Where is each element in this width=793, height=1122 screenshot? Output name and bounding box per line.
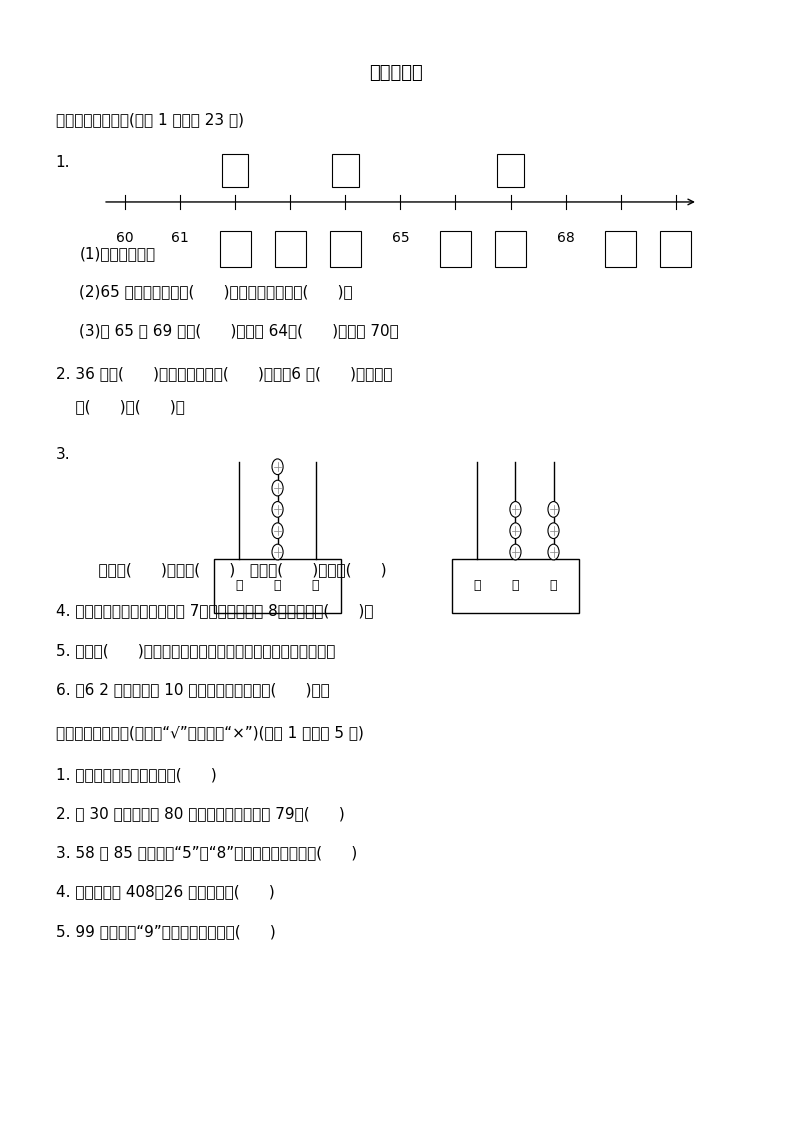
Text: (3)在 65 和 69 中，(      )更接近 64，(      )更接近 70。: (3)在 65 和 69 中，( )更接近 64，( )更接近 70。 (79, 323, 399, 339)
Bar (274, 231, 306, 267)
Circle shape (548, 544, 559, 560)
Text: (1)按顺序填数。: (1)按顺序填数。 (79, 246, 155, 261)
Circle shape (272, 480, 283, 496)
Text: 68: 68 (557, 231, 574, 245)
Bar (439, 231, 471, 267)
Text: 一、认真填一填。(每空 1 分，共 23 分): 一、认真填一填。(每空 1 分，共 23 分) (56, 112, 243, 128)
Circle shape (272, 502, 283, 517)
Circle shape (272, 459, 283, 475)
Circle shape (272, 544, 283, 560)
Text: 示(      )个(      )。: 示( )个( )。 (56, 398, 185, 414)
Text: 2. 36 中的(      )在十位上，表示(      )个十，6 在(      )位上，表: 2. 36 中的( )在十位上，表示( )个十，6 在( )位上，表 (56, 366, 392, 381)
Text: 3. 58 和 85 都有数字“5”和“8”，所以它们一样大。(      ): 3. 58 和 85 都有数字“5”和“8”，所以它们一样大。( ) (56, 845, 357, 861)
Text: 个: 个 (312, 579, 320, 592)
Text: 1. 读数和写数都从高位起。(      ): 1. 读数和写数都从高位起。( ) (56, 766, 216, 782)
Circle shape (510, 523, 521, 539)
Text: (2)65 前面的一个数是(      )，后面的一个数是(      )。: (2)65 前面的一个数是( )，后面的一个数是( )。 (79, 284, 353, 300)
Text: 3.: 3. (56, 447, 70, 462)
Text: 61: 61 (171, 231, 190, 245)
Text: 65: 65 (392, 231, 409, 245)
Circle shape (510, 502, 521, 517)
Text: 60: 60 (117, 231, 134, 245)
Circle shape (510, 544, 521, 560)
Text: 5. 至少用(      )个完全相同的小正方形可以拼成一个大正方形。: 5. 至少用( )个完全相同的小正方形可以拼成一个大正方形。 (56, 643, 335, 659)
Circle shape (548, 502, 559, 517)
Text: 5. 99 中的两个“9”表示的意义一样。(      ): 5. 99 中的两个“9”表示的意义一样。( ) (56, 923, 275, 939)
Text: 4. 四十八写作 408，26 读作二六。(      ): 4. 四十八写作 408，26 读作二六。( ) (56, 884, 274, 900)
Bar (660, 231, 691, 267)
Text: 写作：(      )读作：(      )   写作：(      )读作：(      ): 写作：( )读作：( ) 写作：( )读作：( ) (79, 562, 387, 578)
Text: 二、智慧辨一辨。(对的画“√”，错的画“×”)(每题 1 分，共 5 分): 二、智慧辨一辨。(对的画“√”，错的画“×”)(每题 1 分，共 5 分) (56, 725, 363, 741)
Bar (222, 154, 248, 187)
Bar (332, 154, 358, 187)
Text: 百: 百 (473, 579, 481, 592)
Circle shape (548, 523, 559, 539)
Text: 4. 一个两位数，十位上的数是 7，个位上的数是 8，这个数是(      )。: 4. 一个两位数，十位上的数是 7，个位上的数是 8，这个数是( )。 (56, 603, 373, 618)
Text: 个: 个 (550, 579, 557, 592)
Text: 十: 十 (511, 579, 519, 592)
Text: 百: 百 (236, 579, 243, 592)
Text: 十: 十 (274, 579, 282, 592)
Bar (495, 231, 527, 267)
Bar (497, 154, 523, 187)
Bar (220, 231, 251, 267)
Text: 2. 比 30 多得多，比 80 少一些的数，一定是 79。(      ): 2. 比 30 多得多，比 80 少一些的数，一定是 79。( ) (56, 806, 344, 821)
Text: 6. 有6 2 颗糖果，每 10 颗装一袋，可以装满(      )袋。: 6. 有6 2 颗糖果，每 10 颗装一袋，可以装满( )袋。 (56, 682, 329, 698)
Bar (214, 559, 341, 613)
Bar (605, 231, 637, 267)
Bar (452, 559, 579, 613)
Circle shape (272, 523, 283, 539)
Text: 1.: 1. (56, 155, 70, 171)
Text: 期中检测卷: 期中检测卷 (370, 64, 423, 82)
Bar (330, 231, 362, 267)
